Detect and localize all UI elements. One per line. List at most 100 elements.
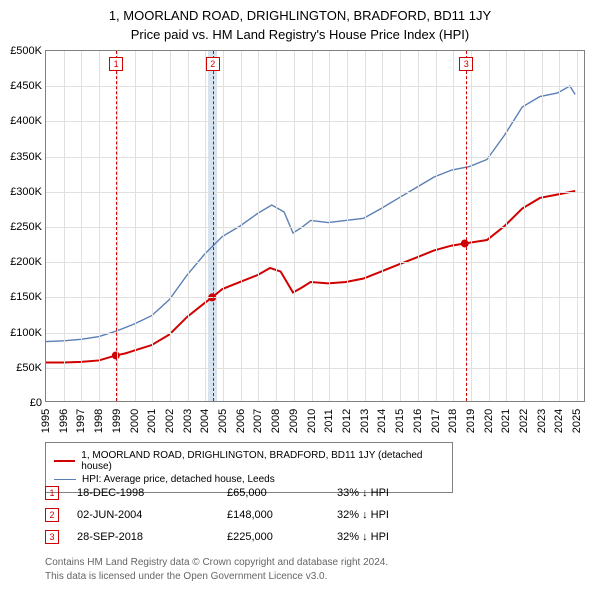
x-axis-label: 1995 [40,409,52,433]
legend-label: HPI: Average price, detached house, Leed… [82,474,275,485]
chart-plot-area: £0£50K£100K£150K£200K£250K£300K£350K£400… [45,50,585,402]
y-axis-label: £200K [10,256,42,268]
x-axis-label: 1999 [111,409,123,433]
x-axis-label: 2009 [288,409,300,433]
sale-row-date: 02-JUN-2004 [77,509,227,521]
series-line-hpi [46,86,575,342]
x-axis-label: 2023 [536,409,548,433]
x-gridline [577,51,578,401]
chart-lines-svg [46,51,584,401]
x-gridline [170,51,171,401]
x-gridline [135,51,136,401]
x-axis-label: 2014 [376,409,388,433]
sale-point-marker [461,240,469,248]
x-axis-label: 2018 [447,409,459,433]
sale-row-price: £225,000 [227,531,337,543]
y-axis-label: £400K [10,115,42,127]
x-gridline [418,51,419,401]
x-axis-label: 2000 [129,409,141,433]
x-axis-label: 2015 [394,409,406,433]
sale-marker-badge: 3 [459,57,473,71]
x-gridline [559,51,560,401]
sale-row-badge: 2 [45,508,59,522]
y-gridline [46,227,584,228]
sale-marker-line [213,51,214,401]
sale-row-diff: 32% ↓ HPI [337,509,389,521]
y-axis-label: £0 [30,397,42,409]
x-axis-label: 2020 [483,409,495,433]
x-gridline [294,51,295,401]
x-axis-label: 1998 [93,409,105,433]
y-axis-label: £150K [10,291,42,303]
sale-row-diff: 33% ↓ HPI [337,487,389,499]
sale-row-price: £148,000 [227,509,337,521]
x-axis-label: 2001 [146,409,158,433]
x-axis-label: 2003 [182,409,194,433]
sale-marker-line [116,51,117,401]
x-axis-label: 2008 [270,409,282,433]
x-gridline [471,51,472,401]
y-axis-label: £250K [10,221,42,233]
x-axis-label: 2012 [341,409,353,433]
x-axis-label: 2011 [323,409,335,433]
x-gridline [524,51,525,401]
x-gridline [64,51,65,401]
x-gridline [436,51,437,401]
x-gridline [276,51,277,401]
sale-row-badge: 3 [45,530,59,544]
x-gridline [506,51,507,401]
x-axis-label: 2007 [252,409,264,433]
sale-row: 2 02-JUN-2004£148,00032% ↓ HPI [45,508,389,522]
x-axis-label: 2013 [359,409,371,433]
x-axis-label: 1996 [58,409,70,433]
sale-row-date: 28-SEP-2018 [77,531,227,543]
x-gridline [241,51,242,401]
sale-marker-line [466,51,467,401]
x-gridline [205,51,206,401]
x-gridline [188,51,189,401]
y-axis-label: £300K [10,186,42,198]
legend-swatch [54,460,75,462]
x-axis-label: 2019 [465,409,477,433]
x-gridline [223,51,224,401]
sale-row-price: £65,000 [227,487,337,499]
x-gridline [99,51,100,401]
x-axis-label: 2016 [412,409,424,433]
legend-label: 1, MOORLAND ROAD, DRIGHLINGTON, BRADFORD… [81,450,444,472]
x-axis-label: 2024 [553,409,565,433]
y-gridline [46,192,584,193]
x-gridline [365,51,366,401]
x-gridline [542,51,543,401]
sale-row: 3 28-SEP-2018£225,00032% ↓ HPI [45,530,389,544]
x-gridline [258,51,259,401]
y-axis-label: £450K [10,80,42,92]
footnote-line1: Contains HM Land Registry data © Crown c… [45,556,388,570]
sale-row-badge: 1 [45,486,59,500]
sale-row: 1 18-DEC-1998£65,00033% ↓ HPI [45,486,389,500]
sale-marker-badge: 1 [109,57,123,71]
x-axis-label: 2022 [518,409,530,433]
x-gridline [489,51,490,401]
sale-marker-badge: 2 [206,57,220,71]
x-axis-label: 2010 [306,409,318,433]
series-line-property [46,191,575,363]
y-gridline [46,157,584,158]
y-axis-label: £50K [16,362,42,374]
sale-row-diff: 32% ↓ HPI [337,531,389,543]
y-axis-label: £500K [10,45,42,57]
sale-row-date: 18-DEC-1998 [77,487,227,499]
x-axis-label: 2017 [430,409,442,433]
x-gridline [400,51,401,401]
y-gridline [46,86,584,87]
x-gridline [81,51,82,401]
footnote-line2: This data is licensed under the Open Gov… [45,570,388,584]
x-axis-label: 2002 [164,409,176,433]
x-gridline [329,51,330,401]
x-gridline [152,51,153,401]
y-axis-label: £100K [10,327,42,339]
x-axis-label: 2005 [217,409,229,433]
footnote: Contains HM Land Registry data © Crown c… [45,556,388,583]
y-axis-label: £350K [10,151,42,163]
legend-swatch [54,479,76,480]
x-gridline [382,51,383,401]
